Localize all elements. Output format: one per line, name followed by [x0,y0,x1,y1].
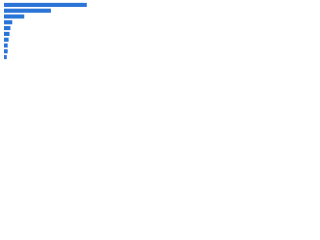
bar [4,49,8,54]
bar [4,20,13,25]
bar [4,8,51,13]
page: {"chart_data": {"type": "bar", "orientat… [0,0,100,71]
bar [4,26,11,31]
bar [4,14,25,19]
chart [4,2,87,60]
bar [4,37,9,42]
bar [4,43,8,48]
bar [4,2,87,7]
bar [4,55,7,60]
bar [4,31,10,36]
